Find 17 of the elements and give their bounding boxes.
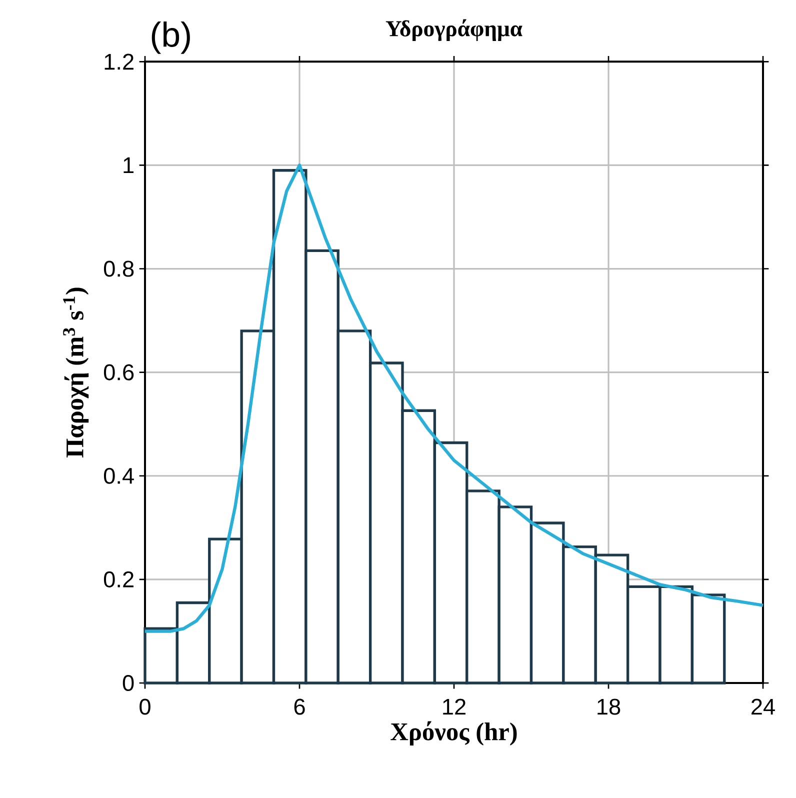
- x-tick-label: 24: [752, 698, 775, 715]
- x-axis-title: Χρόνος (hr): [390, 721, 517, 746]
- chart-title: Υδρογράφημα: [386, 19, 522, 41]
- y-tick-label: 0.4: [104, 468, 134, 484]
- text: (b): [152, 22, 190, 54]
- x-tick-label: 6: [294, 698, 305, 715]
- x-tick-label: 18: [598, 698, 620, 715]
- y-tick-label: 0.2: [104, 571, 134, 588]
- y-tick-label: 0: [122, 674, 134, 692]
- y-tick-label: 0.6: [104, 364, 134, 380]
- y-axis-title: Παροχή (m$^{3}$ s$^{-1}$): [63, 288, 89, 458]
- y-tick-label: 0.8: [104, 260, 134, 277]
- line-series: [143, 164, 765, 633]
- y-tick-label: 1: [124, 157, 134, 174]
- y-tick-label: 1.2: [104, 54, 134, 70]
- x-tick-label: 0: [140, 698, 150, 715]
- x-tick-label: 12: [443, 698, 466, 715]
